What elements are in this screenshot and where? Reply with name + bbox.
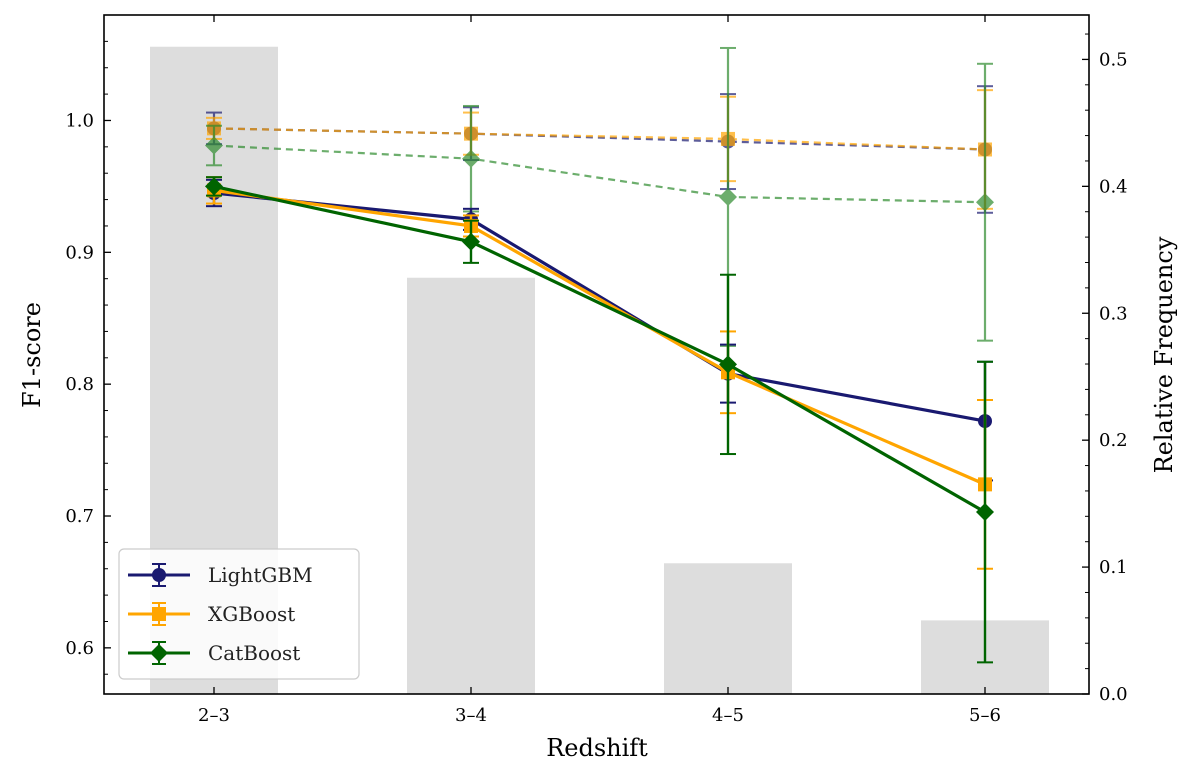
line-dashed-xgboost (213, 127, 986, 151)
point-catboost-5-6 (976, 503, 994, 522)
y-axis-label-right: Relative Frequency (1150, 236, 1178, 473)
point-dashed-catboost-4-5 (719, 187, 737, 206)
y-tick-label-right-1: 0.1 (1099, 557, 1128, 578)
legend-marker-xgboost (152, 607, 166, 621)
histogram-bar-3-4 (407, 277, 535, 694)
y-tick-label-left-2: 0.8 (65, 374, 94, 395)
x-tick-label-4-5: 4–5 (712, 705, 744, 726)
x-tick-label-5-6: 5–6 (969, 705, 1001, 726)
legend-marker-catboost (150, 644, 168, 662)
axes: 0.6 0.7 0.8 0.9 1.0 0.0 0.1 0.2 0.3 0.4 0.5 2–3 3–4 4… (65, 14, 1128, 726)
x-tick-label-2-3: 2–3 (198, 705, 230, 726)
legend-marker-lightgbm (152, 568, 166, 582)
series-layer (205, 46, 994, 664)
line-lightgbm (213, 191, 986, 423)
legend-label-lightgbm: LightGBM (208, 563, 313, 587)
point-dashed-catboost-2-3 (205, 136, 223, 155)
legend: LightGBM XGBoost CatBoost (118, 548, 360, 680)
y-tick-label-left-4: 1.0 (65, 110, 94, 131)
y-tick-label-right-5: 0.5 (1099, 49, 1128, 70)
series-dashed-catboost (205, 46, 994, 347)
y-tick-label-left-3: 0.9 (65, 242, 94, 263)
line-dashed-catboost (213, 144, 986, 204)
point-catboost-3-4 (462, 232, 480, 251)
y-tick-label-right-2: 0.2 (1099, 430, 1128, 451)
plot-frame (103, 14, 1090, 695)
point-dashed-catboost-5-6 (976, 193, 994, 212)
series-dashed-lightgbm (206, 85, 993, 214)
y-tick-label-left-1: 0.7 (65, 506, 94, 527)
line-xgboost (213, 188, 986, 486)
x-tick-label-3-4: 3–4 (455, 705, 487, 726)
y-tick-label-left-0: 0.6 (65, 638, 94, 659)
series-dashed-xgboost (206, 89, 993, 210)
y-tick-label-right-0: 0.0 (1099, 684, 1128, 705)
point-catboost-2-3 (205, 177, 223, 196)
series-catboost (205, 176, 994, 664)
series-xgboost (206, 176, 993, 570)
y-tick-label-right-3: 0.3 (1099, 303, 1128, 324)
point-dashed-catboost-3-4 (462, 149, 480, 168)
x-axis-label: Redshift (546, 734, 648, 762)
y-tick-label-right-4: 0.4 (1099, 176, 1128, 197)
line-dashed-lightgbm (213, 127, 986, 151)
point-catboost-4-5 (719, 355, 737, 374)
legend-label-catboost: CatBoost (208, 641, 300, 665)
y-axis-label-left: F1-score (18, 302, 46, 408)
line-catboost (213, 184, 986, 514)
legend-frame (118, 548, 360, 680)
histogram-bar-4-5 (664, 563, 792, 694)
legend-label-xgboost: XGBoost (208, 602, 295, 626)
